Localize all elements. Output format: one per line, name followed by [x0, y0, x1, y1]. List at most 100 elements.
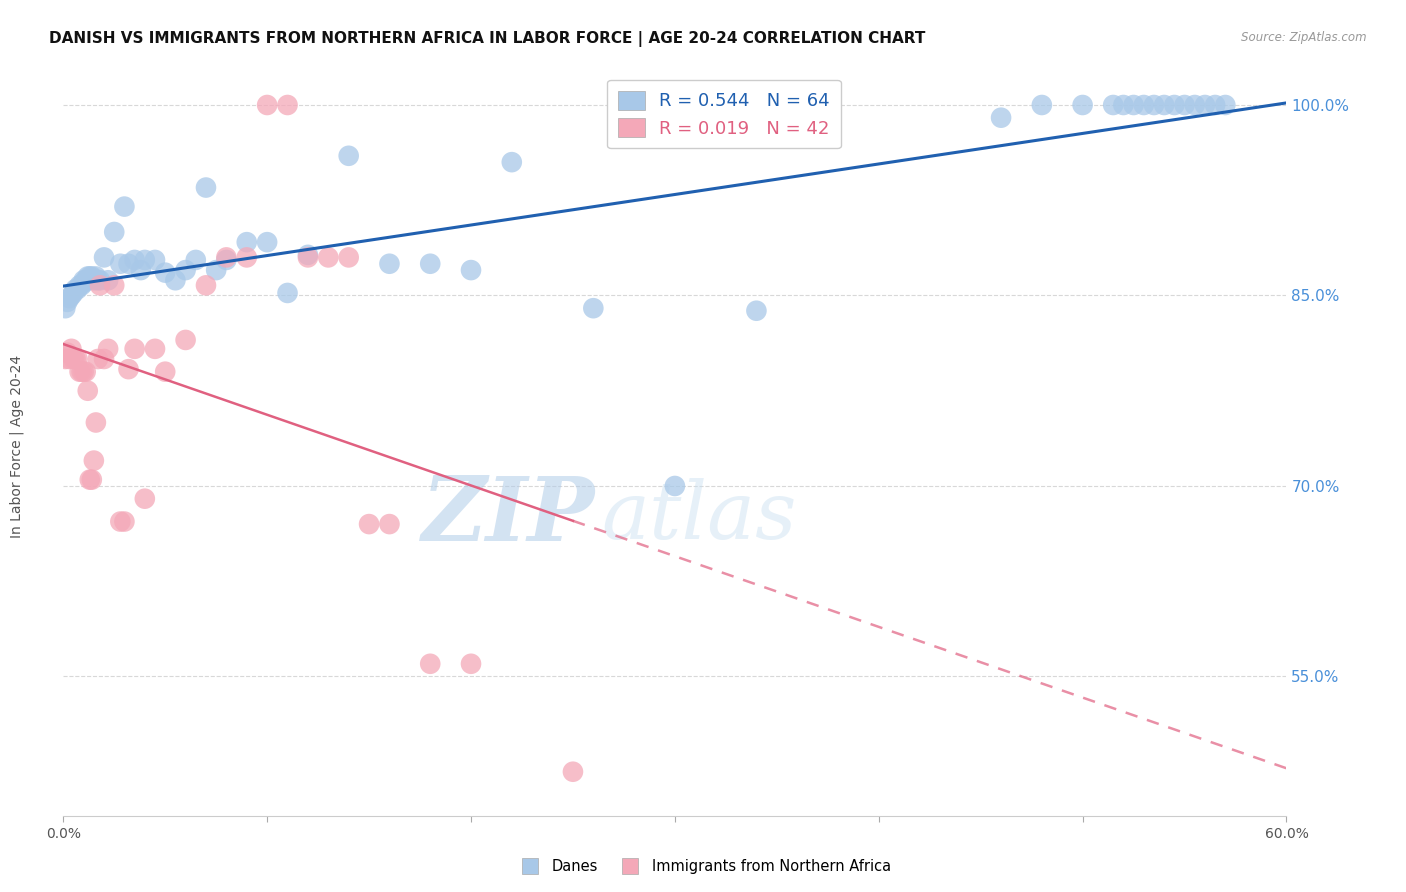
Point: [1194, 98, 1216, 112]
Point: [194, 278, 217, 293]
Point: [501, 155, 523, 169]
Point: [79, 269, 101, 284]
Point: [97, 342, 120, 356]
Point: [153, 266, 177, 280]
Point: [562, 764, 585, 779]
Point: [110, 257, 132, 271]
Point: [990, 111, 1012, 125]
Point: [378, 257, 401, 271]
Point: [129, 263, 152, 277]
Point: [65, 282, 87, 296]
Point: [124, 252, 146, 267]
Text: Source: ZipAtlas.com: Source: ZipAtlas.com: [1241, 31, 1367, 45]
Point: [205, 263, 228, 277]
Point: [65, 351, 87, 366]
Point: [84, 269, 107, 284]
Point: [83, 453, 105, 467]
Text: ZIP: ZIP: [422, 474, 595, 559]
Point: [58, 291, 80, 305]
Point: [117, 362, 139, 376]
Point: [62, 351, 84, 366]
Point: [56, 294, 79, 309]
Point: [75, 273, 97, 287]
Point: [1133, 98, 1156, 112]
Point: [69, 278, 91, 293]
Point: [419, 657, 441, 671]
Point: [745, 303, 768, 318]
Point: [114, 200, 135, 214]
Point: [76, 269, 98, 284]
Point: [66, 351, 89, 366]
Point: [84, 416, 107, 430]
Point: [117, 257, 139, 271]
Point: [58, 351, 80, 366]
Point: [1153, 98, 1175, 112]
Point: [460, 657, 482, 671]
Point: [103, 278, 125, 293]
Point: [318, 251, 340, 265]
Point: [235, 235, 259, 249]
Point: [73, 273, 96, 287]
Point: [235, 251, 259, 265]
Point: [79, 473, 101, 487]
Point: [357, 517, 380, 532]
Point: [87, 273, 110, 287]
Point: [1031, 98, 1053, 112]
Point: [582, 301, 605, 316]
Point: [70, 365, 93, 379]
Point: [215, 251, 238, 265]
Point: [73, 276, 96, 290]
Point: [1163, 98, 1185, 112]
Point: [297, 248, 319, 262]
Point: [664, 479, 686, 493]
Legend: Danes, Immigrants from Northern Africa: Danes, Immigrants from Northern Africa: [509, 854, 897, 880]
Point: [194, 180, 217, 194]
Point: [60, 342, 83, 356]
Point: [76, 384, 98, 398]
Point: [69, 365, 91, 379]
Point: [1143, 98, 1166, 112]
Point: [80, 269, 103, 284]
Point: [256, 98, 278, 112]
Point: [97, 273, 120, 287]
Point: [1071, 98, 1094, 112]
Point: [1102, 98, 1125, 112]
Point: [1184, 98, 1206, 112]
Point: [103, 225, 125, 239]
Point: [153, 365, 177, 379]
Point: [66, 282, 89, 296]
Point: [124, 342, 146, 356]
Point: [70, 278, 93, 293]
Point: [93, 251, 115, 265]
Point: [1112, 98, 1135, 112]
Point: [276, 285, 298, 300]
Point: [215, 252, 238, 267]
Point: [143, 252, 166, 267]
Point: [62, 285, 84, 300]
Point: [256, 235, 278, 249]
Point: [53, 301, 76, 316]
Point: [87, 351, 110, 366]
Point: [93, 351, 115, 366]
Text: atlas: atlas: [602, 478, 797, 555]
Point: [337, 149, 360, 163]
Point: [419, 257, 441, 271]
Point: [89, 273, 111, 287]
Point: [53, 351, 76, 366]
Point: [460, 263, 482, 277]
Point: [297, 251, 319, 265]
Point: [1215, 98, 1237, 112]
Point: [60, 288, 83, 302]
Point: [73, 365, 96, 379]
Point: [76, 273, 98, 287]
Point: [114, 515, 135, 529]
Point: [134, 491, 156, 506]
Point: [134, 252, 156, 267]
Point: [276, 98, 298, 112]
Point: [1122, 98, 1144, 112]
Point: [184, 252, 207, 267]
Point: [1174, 98, 1197, 112]
Point: [165, 273, 187, 287]
Point: [174, 333, 197, 347]
Text: DANISH VS IMMIGRANTS FROM NORTHERN AFRICA IN LABOR FORCE | AGE 20-24 CORRELATION: DANISH VS IMMIGRANTS FROM NORTHERN AFRIC…: [49, 31, 925, 47]
